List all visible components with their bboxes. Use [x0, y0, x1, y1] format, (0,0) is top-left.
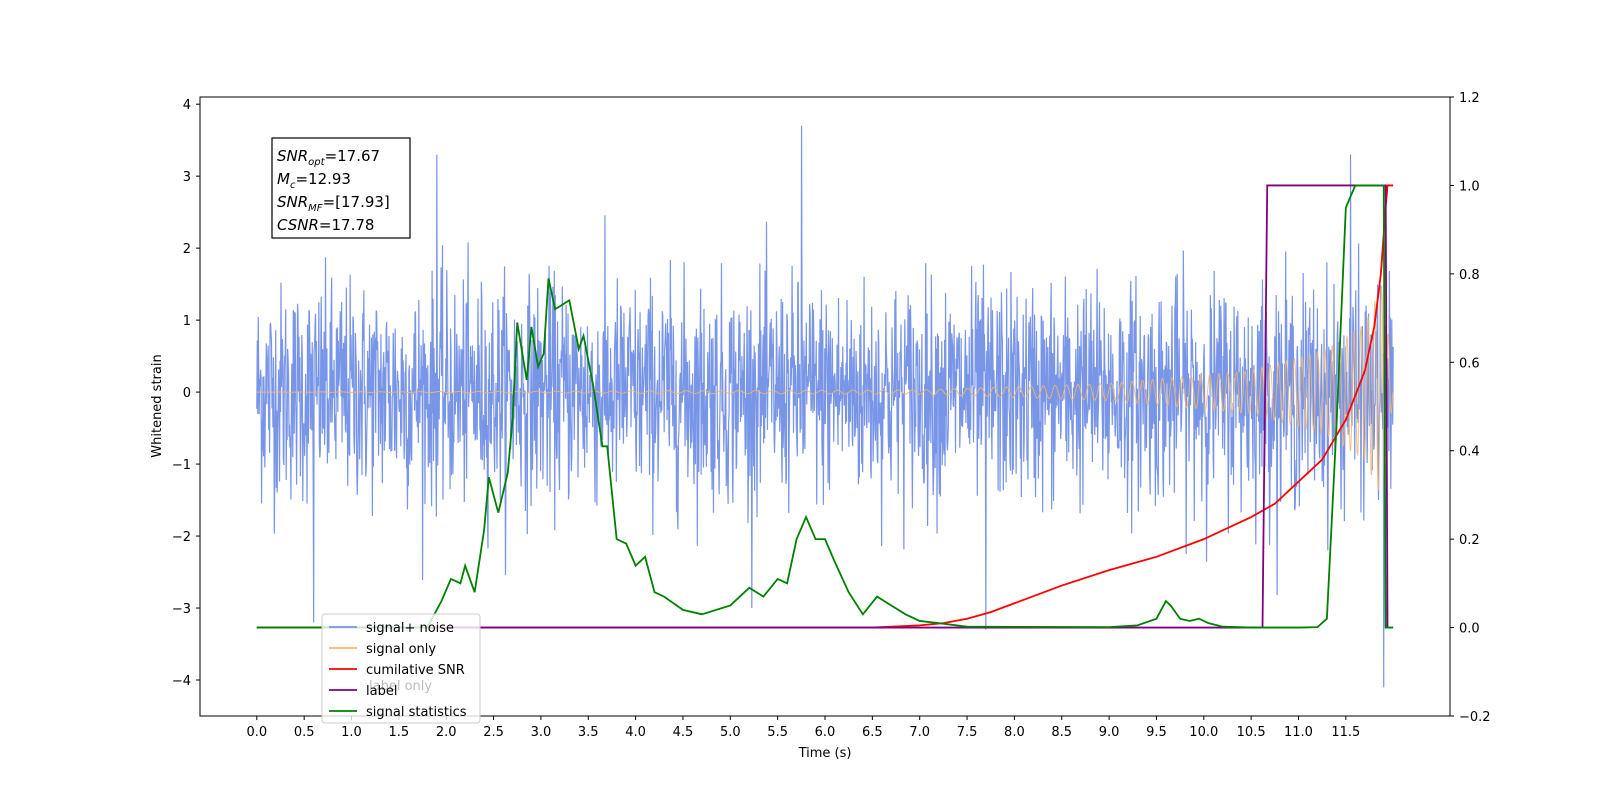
x-tick-label: 11.5 — [1331, 725, 1360, 740]
annotation-line: Mc=12.93 — [277, 170, 351, 191]
legend-label: signal+ noise — [366, 621, 454, 636]
y-axis-left: 4 3 2 1 0 −1 −2 −3 −4 — [172, 98, 200, 689]
x-tick-label: 10.0 — [1189, 725, 1218, 740]
legend-hidden-text: label only — [369, 679, 432, 694]
y-right-tick-label: 0.4 — [1459, 445, 1480, 460]
x-tick-label: 5.0 — [720, 725, 741, 740]
series-signal-noise — [256, 125, 1394, 688]
series-signal-statistics — [256, 184, 1394, 629]
y-tick-label: −2 — [172, 530, 191, 545]
x-tick-label: 8.0 — [1004, 725, 1025, 740]
legend-label: label — [366, 684, 397, 699]
y-tick-label: −1 — [172, 458, 191, 473]
legend: label only signal+ noise signal only cumila… — [321, 613, 481, 724]
y-axis-right: 1.2 1.0 0.8 0.6 0.4 0.2 0.0 −0.2 — [1450, 91, 1491, 725]
y-right-tick-label: 0.6 — [1459, 356, 1480, 371]
annotation-line: SNRMF=[17.93] — [277, 193, 390, 214]
legend-frame — [321, 613, 481, 724]
x-tick-label: 7.5 — [957, 725, 978, 740]
x-tick-label: 4.0 — [625, 725, 646, 740]
y-right-tick-label: −0.2 — [1459, 710, 1491, 725]
x-tick-label: 1.5 — [389, 725, 410, 740]
y-right-tick-label: 0.0 — [1459, 622, 1480, 637]
x-tick-label: 3.5 — [578, 725, 599, 740]
series-signal-only — [256, 284, 1394, 491]
x-tick-label: 9.5 — [1146, 725, 1167, 740]
y-tick-label: 4 — [183, 98, 191, 113]
y-right-tick-label: 1.0 — [1459, 179, 1480, 194]
y-tick-label: −3 — [172, 602, 191, 617]
legend-label: signal only — [366, 642, 436, 657]
y-right-tick-label: 0.8 — [1459, 268, 1480, 283]
x-tick-label: 10.5 — [1237, 725, 1266, 740]
x-tick-label: 11.0 — [1284, 725, 1313, 740]
y-tick-label: 2 — [183, 242, 191, 257]
legend-label: signal statistics — [366, 705, 467, 720]
y-tick-label: 1 — [183, 314, 191, 329]
series-label — [256, 184, 1389, 629]
series-cumilative-snr — [256, 184, 1394, 629]
y-right-tick-label: 0.2 — [1459, 533, 1480, 548]
annotation-line: SNRopt=17.67 — [277, 147, 380, 168]
y-tick-label: −4 — [172, 674, 191, 689]
x-tick-label: 2.0 — [436, 725, 457, 740]
x-tick-label: 1.0 — [341, 725, 362, 740]
legend-label: cumilative SNR — [366, 663, 465, 678]
x-axis-label: Time (s) — [798, 746, 852, 761]
x-tick-label: 9.0 — [1099, 725, 1120, 740]
x-tick-label: 2.5 — [483, 725, 504, 740]
x-tick-label: 8.5 — [1051, 725, 1072, 740]
y-tick-label: 3 — [183, 170, 191, 185]
x-tick-label: 6.5 — [862, 725, 883, 740]
plot-area — [256, 125, 1394, 688]
x-tick-label: 0.0 — [246, 725, 267, 740]
x-tick-label: 4.5 — [673, 725, 694, 740]
x-axis: 0.0 0.5 1.0 1.5 2.0 2.5 3.0 3.5 4.0 4.5 5.0 5.5 6.0 6… — [246, 716, 1360, 740]
y-tick-label: 0 — [183, 386, 191, 401]
annotation-frame — [271, 137, 411, 239]
x-tick-label: 3.0 — [531, 725, 552, 740]
x-tick-label: 5.5 — [767, 725, 788, 740]
x-tick-label: 6.0 — [815, 725, 836, 740]
annotation-line: CSNR=17.78 — [277, 216, 374, 234]
x-tick-label: 0.5 — [294, 725, 315, 740]
y-right-tick-label: 1.2 — [1459, 91, 1480, 106]
y-axis-label: Whitened strain — [150, 354, 165, 457]
x-tick-label: 7.0 — [909, 725, 930, 740]
